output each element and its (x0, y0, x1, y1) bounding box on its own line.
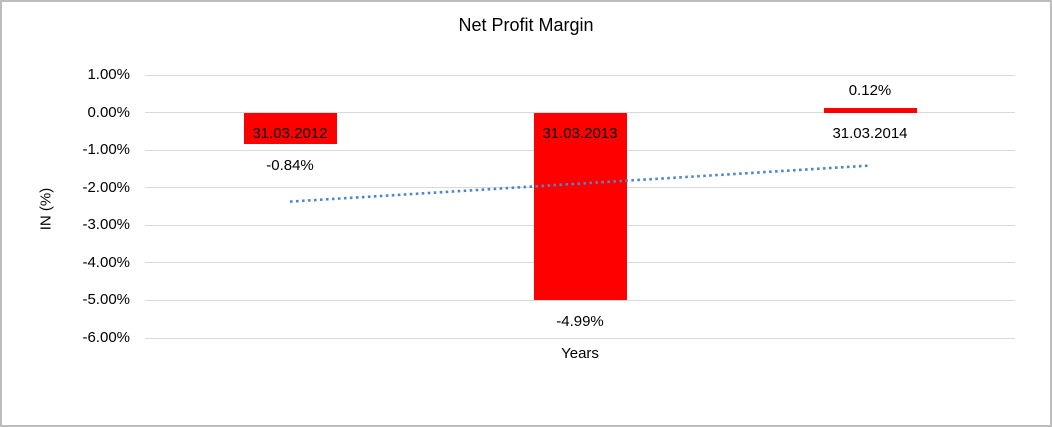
gridline (145, 299, 1015, 301)
y-tick-label: -5.00% (82, 291, 130, 309)
category-label: 31.03.2012 (252, 125, 328, 142)
y-tick-label: -1.00% (82, 141, 130, 159)
x-axis-title: Years (561, 345, 599, 362)
value-label: 0.12% (848, 82, 892, 100)
gridline (145, 337, 1015, 339)
y-tick-label: 1.00% (87, 66, 130, 83)
y-tick-label: -3.00% (82, 216, 130, 234)
value-label: -0.84% (266, 157, 314, 175)
bar (823, 108, 917, 113)
category-label: 31.03.2014 (832, 125, 908, 142)
value-label: -4.99% (556, 313, 604, 331)
bar (243, 112, 337, 145)
gridline (145, 74, 1015, 76)
y-tick-label: -4.00% (82, 253, 130, 271)
y-tick-label: -6.00% (82, 329, 130, 346)
chart-title: Net Profit Margin (458, 15, 594, 35)
category-label: 31.03.2013 (542, 125, 618, 142)
y-tick-label: -2.00% (82, 178, 130, 196)
y-tick-label: 0.00% (87, 103, 130, 121)
bar (533, 112, 627, 301)
